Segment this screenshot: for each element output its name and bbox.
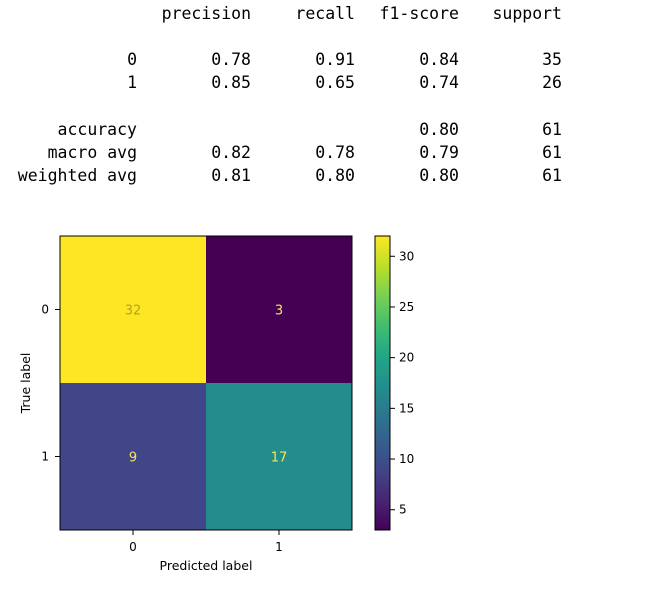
report-row-label: 1 [127, 73, 137, 92]
report-header-recall: recall [295, 4, 355, 23]
x-tick-label: 1 [275, 540, 283, 554]
report-row-label: accuracy [57, 120, 137, 139]
report-cell-f1-score: 0.79 [419, 143, 459, 162]
report-cell-recall: 0.78 [315, 143, 355, 162]
colorbar [374, 235, 391, 531]
report-cell-support: 35 [542, 50, 562, 69]
report-cell-support: 26 [542, 73, 562, 92]
x-tick-label: 0 [129, 540, 137, 554]
report-header-precision: precision [161, 4, 251, 23]
cell-value-label: 9 [129, 451, 137, 466]
cell-value-label: 3 [275, 304, 283, 319]
colorbar-tick-label: 25 [399, 300, 414, 314]
report-row-label: macro avg [47, 143, 137, 162]
colorbar-tick-label: 5 [399, 503, 407, 517]
colorbar-tick-label: 15 [399, 401, 414, 415]
report-cell-f1-score: 0.80 [419, 120, 459, 139]
report-cell-f1-score: 0.80 [419, 166, 459, 185]
cell-value-label: 17 [271, 451, 288, 466]
report-cell-f1-score: 0.74 [419, 73, 459, 92]
cell-value-label: 32 [125, 304, 142, 319]
heatmap-cell [60, 383, 206, 530]
x-axis-label: Predicted label [160, 558, 253, 573]
report-row-label: weighted avg [17, 166, 137, 185]
classification-report: precision recall f1-score support 0 0.78 0.91 0… [0, 0, 646, 200]
report-cell-recall: 0.65 [315, 73, 355, 92]
plot-frame [59, 235, 353, 531]
y-axis-label: True label [18, 353, 33, 415]
report-header-support: support [492, 4, 562, 23]
colorbar-tick-label: 30 [399, 249, 414, 263]
heatmap-cell [60, 236, 206, 383]
report-cell-precision: 0.82 [211, 143, 251, 162]
heatmap-cell [206, 236, 352, 383]
report-row-label: 0 [127, 50, 137, 69]
report-cell-support: 61 [542, 166, 562, 185]
report-header-f1-score: f1-score [379, 4, 459, 23]
y-tick-label: 0 [41, 303, 49, 317]
report-cell-precision: 0.78 [211, 50, 251, 69]
y-tick-label: 1 [41, 450, 49, 464]
report-cell-precision: 0.85 [211, 73, 251, 92]
colorbar-tick-label: 10 [399, 452, 414, 466]
colorbar-tick-label: 20 [399, 351, 414, 365]
report-cell-recall: 0.80 [315, 166, 355, 185]
report-cell-support: 61 [542, 120, 562, 139]
report-cell-recall: 0.91 [315, 50, 355, 69]
report-cell-support: 61 [542, 143, 562, 162]
report-cell-f1-score: 0.84 [419, 50, 459, 69]
report-cell-precision: 0.81 [211, 166, 251, 185]
heatmap-cell [206, 383, 352, 530]
